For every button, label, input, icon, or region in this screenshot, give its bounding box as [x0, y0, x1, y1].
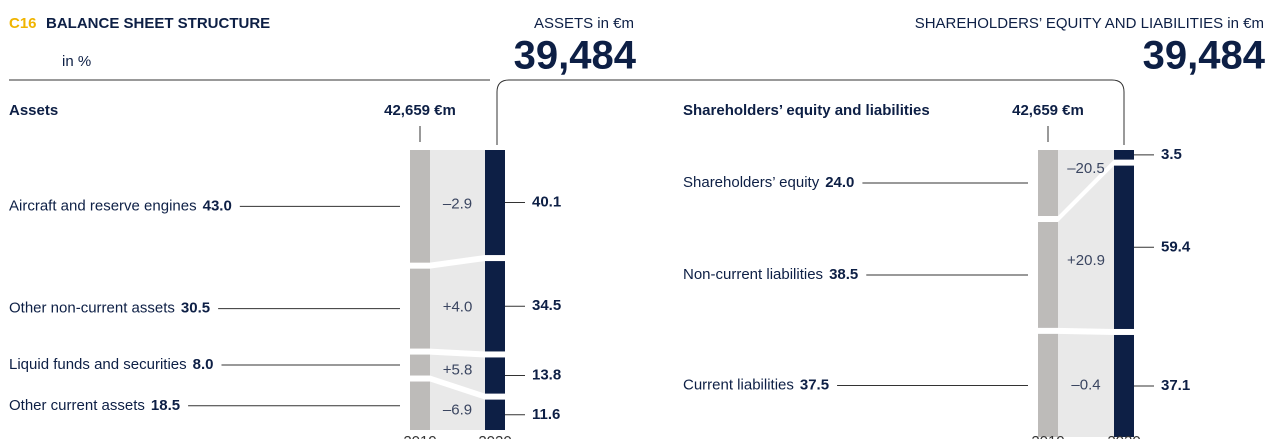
start-total: 42,659 €m [1012, 102, 1084, 119]
change-label: –2.9 [443, 195, 472, 212]
change-label: +20.9 [1067, 252, 1105, 269]
bar-segment [485, 399, 505, 430]
category-name: Shareholders’ equity [683, 174, 820, 191]
bar-segment [1114, 334, 1134, 437]
change-band [430, 354, 485, 394]
category-name: Other non-current assets [9, 300, 175, 317]
category-name: Aircraft and reserve engines [9, 197, 197, 214]
bar-segment [410, 150, 430, 263]
x-label: 2020 [1107, 433, 1140, 439]
x-label: 2020 [478, 433, 511, 439]
change-band [430, 261, 485, 352]
chart-title: BALANCE SHEET STRUCTURE [46, 15, 270, 32]
end-value: 13.8 [532, 366, 561, 383]
category-label: Aircraft and reserve engines 43.0 [9, 197, 232, 214]
end-value: 59.4 [1161, 238, 1191, 255]
start-total: 42,659 €m [384, 102, 456, 119]
end-value: 37.1 [1161, 377, 1190, 394]
category-name: Non-current liabilities [683, 266, 823, 283]
start-value: 38.5 [829, 266, 858, 283]
end-value: 34.5 [532, 297, 561, 314]
start-value: 8.0 [193, 356, 214, 373]
category-label: Non-current liabilities 38.5 [683, 266, 858, 283]
total-value: 39,484 [514, 34, 637, 78]
start-value: 43.0 [203, 197, 232, 214]
chart-subtitle: in % [62, 53, 91, 70]
change-label: –0.4 [1071, 377, 1100, 394]
change-label: –20.5 [1067, 160, 1105, 177]
bar-segment [410, 381, 430, 430]
category-label: Other non-current assets 30.5 [9, 300, 210, 317]
end-value: 11.6 [532, 406, 560, 423]
total-caption: ASSETS in €m [534, 15, 634, 32]
panel-title: Shareholders’ equity and liabilities [683, 102, 930, 119]
change-label: +5.8 [443, 361, 473, 378]
rule [496, 79, 1125, 145]
start-value: 30.5 [181, 300, 210, 317]
change-band [430, 381, 485, 430]
bar-segment [1038, 333, 1058, 437]
category-label: Liquid funds and securities 8.0 [9, 356, 213, 373]
category-name: Current liabilities [683, 376, 794, 393]
bar-segment [1114, 165, 1134, 329]
total-caption: SHAREHOLDERS’ EQUITY AND LIABILITIES in … [915, 15, 1264, 32]
change-label: –6.9 [443, 401, 472, 418]
bar-segment [410, 354, 430, 376]
category-label: Current liabilities 37.5 [683, 376, 829, 393]
x-label: 2019 [1031, 433, 1064, 439]
start-value: 24.0 [825, 174, 854, 191]
change-band [1058, 150, 1114, 216]
category-name: Other current assets [9, 397, 145, 414]
change-band [1058, 165, 1114, 329]
category-label: Other current assets 18.5 [9, 397, 180, 414]
change-label: +4.0 [443, 298, 473, 315]
bar-segment [1038, 222, 1058, 328]
total-value: 39,484 [1143, 34, 1266, 78]
chart-code: C16 [9, 15, 37, 32]
bar-segment [485, 150, 505, 256]
panel-title: Assets [9, 102, 58, 119]
start-value: 18.5 [151, 397, 180, 414]
x-label: 2019 [403, 433, 436, 439]
bar-segment [410, 268, 430, 349]
end-value: 3.5 [1161, 146, 1182, 163]
change-band [430, 150, 485, 263]
bar-segment [485, 357, 505, 394]
start-value: 37.5 [800, 376, 829, 393]
end-value: 40.1 [532, 193, 561, 210]
category-label: Shareholders’ equity 24.0 [683, 174, 854, 191]
category-name: Liquid funds and securities [9, 356, 187, 373]
change-band [1058, 333, 1114, 437]
bar-segment [1038, 150, 1058, 216]
bar-segment [485, 261, 505, 352]
bar-segment [1114, 150, 1134, 160]
